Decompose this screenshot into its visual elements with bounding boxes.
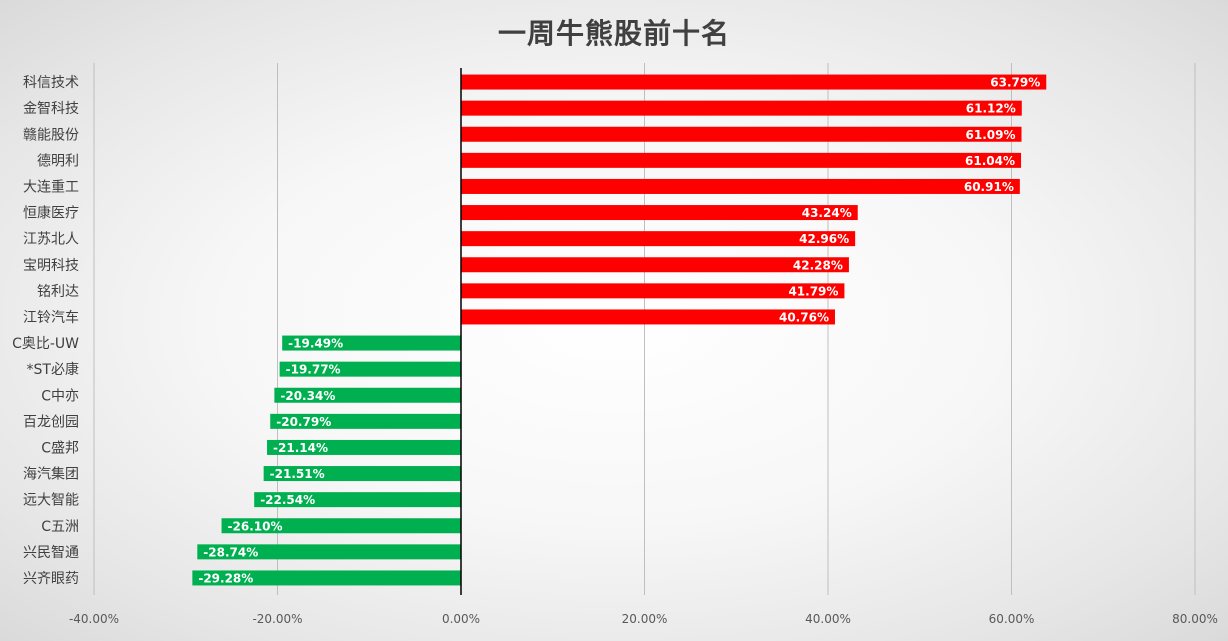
category-label: 江苏北人	[23, 232, 79, 248]
bar-value-label: -20.34%	[280, 389, 335, 403]
category-label: C中亦	[41, 388, 79, 404]
category-label: 铭利达	[37, 284, 79, 300]
category-label: 兴齐眼药	[23, 571, 79, 587]
x-tick-label: -20.00%	[252, 612, 302, 626]
bar	[282, 335, 461, 351]
bar-value-label: 63.79%	[990, 76, 1040, 90]
category-label: 百龙创园	[23, 414, 79, 430]
bar	[461, 257, 849, 273]
bar-value-label: -19.49%	[288, 337, 343, 351]
bar-value-label: 41.79%	[788, 284, 838, 298]
bar-value-label: -20.79%	[276, 415, 331, 429]
bar	[461, 178, 1020, 194]
category-label: 金智科技	[23, 101, 79, 117]
bar-value-label: -21.51%	[270, 467, 325, 481]
bar-value-label: -28.74%	[203, 545, 258, 559]
bar-value-label: 61.09%	[966, 128, 1016, 142]
category-label: 大连重工	[23, 179, 79, 195]
x-tick-label: 80.00%	[1172, 612, 1218, 626]
x-tick-label: -40.00%	[69, 612, 119, 626]
category-label: 德明利	[37, 153, 79, 169]
bar	[461, 100, 1022, 116]
bar	[274, 387, 461, 403]
bar-value-label: 61.04%	[965, 154, 1015, 168]
x-tick-label: 20.00%	[622, 612, 668, 626]
category-label: *ST必康	[27, 361, 79, 378]
category-label: C盛邦	[41, 440, 79, 456]
bar	[279, 361, 461, 377]
x-tick-label: 0.00%	[442, 612, 480, 626]
bar	[461, 126, 1022, 142]
x-tick-label: 40.00%	[805, 612, 851, 626]
category-label: 远大智能	[23, 493, 79, 509]
bar	[461, 152, 1022, 168]
bar-value-label: 61.12%	[966, 102, 1016, 116]
chart-title: 一周牛熊股前十名	[497, 17, 730, 50]
bar-value-label: -22.54%	[260, 493, 315, 507]
category-label: 赣能股份	[23, 127, 79, 143]
bar	[254, 492, 461, 508]
bar	[461, 231, 856, 247]
bar	[461, 74, 1047, 90]
bar-value-label: 42.28%	[793, 258, 843, 272]
category-label: 恒康医疗	[23, 205, 79, 222]
bar	[221, 518, 461, 534]
bar	[461, 205, 858, 221]
category-label: 海汽集团	[23, 466, 79, 483]
category-label: 江铃汽车	[23, 309, 79, 326]
bar-value-label: -29.28%	[198, 571, 253, 585]
bar-value-label: -21.14%	[273, 441, 328, 455]
bar-value-label: 40.76%	[779, 310, 829, 324]
bar-value-label: -19.77%	[286, 363, 341, 377]
category-label: 科信技术	[23, 75, 79, 91]
category-label: 兴民智通	[23, 545, 79, 561]
bar	[461, 283, 845, 299]
bar-value-label: 60.91%	[964, 180, 1014, 194]
bar	[263, 466, 461, 482]
bar-value-label: -26.10%	[228, 519, 283, 533]
bar	[267, 439, 461, 455]
x-tick-label: 60.00%	[989, 612, 1035, 626]
bar-value-label: 43.24%	[802, 206, 852, 220]
category-label: C五洲	[41, 519, 79, 535]
bar	[197, 544, 462, 560]
bar	[461, 309, 835, 325]
category-label: 宝明科技	[23, 258, 79, 274]
bar-value-label: 42.96%	[799, 232, 849, 246]
bar	[270, 413, 461, 429]
bar	[192, 570, 461, 586]
category-label: C奥比-UW	[12, 335, 79, 352]
